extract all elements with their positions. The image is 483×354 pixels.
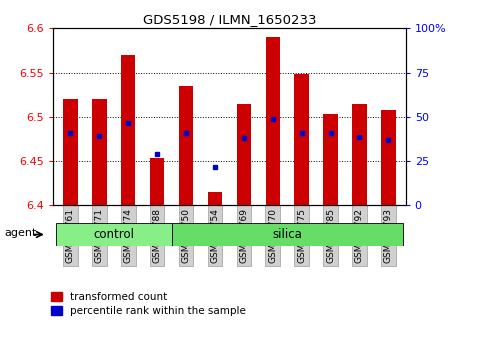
- Bar: [63, 99, 78, 205]
- Bar: [352, 103, 367, 205]
- Bar: [381, 110, 396, 205]
- Bar: [92, 99, 107, 205]
- Bar: [295, 74, 309, 205]
- Bar: [150, 158, 164, 205]
- Text: control: control: [93, 228, 134, 241]
- Title: GDS5198 / ILMN_1650233: GDS5198 / ILMN_1650233: [142, 13, 316, 26]
- Bar: [323, 114, 338, 205]
- Text: agent: agent: [4, 228, 37, 238]
- Bar: [56, 223, 171, 246]
- Legend: transformed count, percentile rank within the sample: transformed count, percentile rank withi…: [51, 292, 246, 316]
- Text: silica: silica: [272, 228, 302, 241]
- Bar: [171, 223, 403, 246]
- Bar: [208, 192, 222, 205]
- Bar: [266, 37, 280, 205]
- Bar: [179, 86, 193, 205]
- Bar: [121, 55, 136, 205]
- Bar: [237, 103, 251, 205]
